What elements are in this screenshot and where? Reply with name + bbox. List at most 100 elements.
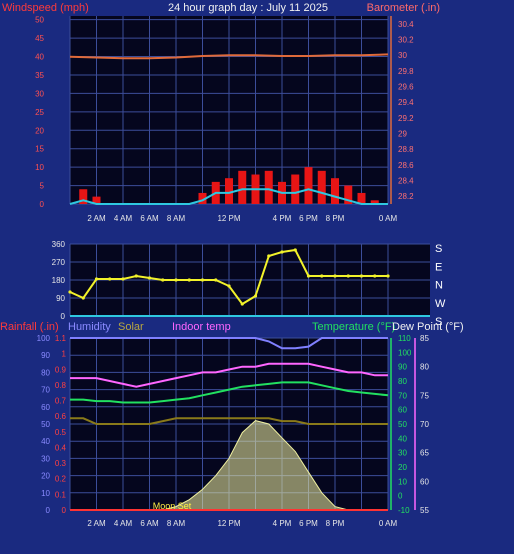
humidity-tick-label: 90 <box>41 351 50 360</box>
humidity-tick-label: 0 <box>46 506 51 515</box>
chart-title: 24 hour graph day : July 11 2025 <box>168 2 328 14</box>
temperature-tick-label: 110 <box>398 334 411 343</box>
temperature-right-ticks: -10 0 10 20 30 40 50 60 70 80 90 100 110 <box>390 334 412 515</box>
direction-point <box>346 274 350 278</box>
x-tick-label: 0 AM <box>379 519 398 528</box>
wind-series <box>69 53 389 205</box>
barometer-tick-label: 28.8 <box>398 145 414 154</box>
gust-bar <box>79 189 88 204</box>
x-tick-label: 6 AM <box>140 519 159 528</box>
temperature-line <box>70 381 389 404</box>
direction-point <box>320 274 324 278</box>
direction-point <box>68 290 72 294</box>
temperature-tick-label: -10 <box>398 506 410 515</box>
direction-left-ticks: 0 90 180 270 360 <box>52 240 66 321</box>
humidity-tick-label: 30 <box>41 454 50 463</box>
direction-point <box>81 296 85 300</box>
direction-tick-label: 360 <box>52 240 66 249</box>
rainfall-tick-label: 0.2 <box>55 475 67 484</box>
temp-series <box>70 337 389 511</box>
gust-bar <box>331 178 339 204</box>
x-tick-label: 4 PM <box>273 519 292 528</box>
direction-point <box>253 294 258 298</box>
barometer-tick-label: 29.2 <box>398 114 414 123</box>
dewpoint-tick-label: 85 <box>420 334 429 343</box>
windspeed-axis-label: Windspeed (mph) <box>2 2 89 14</box>
humidity-tick-label: 50 <box>41 420 50 429</box>
x-tick-label: 6 AM <box>140 214 159 223</box>
rainfall-tick-label: 0.3 <box>55 459 67 468</box>
dewpoint-tick-label: 70 <box>420 420 429 429</box>
gust-bar <box>370 200 379 204</box>
dewpoint-tick-label: 55 <box>420 506 429 515</box>
gust-bar <box>92 196 101 204</box>
temp-x-ticks: 2 AM 4 AM 6 AM 8 AM 12 PM 4 PM 6 PM 8 PM 0 AM <box>87 519 397 528</box>
dewpoint-right-ticks: 55 60 65 70 75 80 85 <box>414 334 429 515</box>
humidity-tick-label: 40 <box>41 437 50 446</box>
barometer-tick-label: 29.8 <box>398 67 414 76</box>
rainfall-tick-label: 0.8 <box>55 381 67 390</box>
rainfall-left-ticks: 0 0.1 0.2 0.3 0.4 0.5 0.6 0.7 0.8 0.9 1 1.1 <box>55 334 67 515</box>
barometer-tick-label: 28.6 <box>398 161 414 170</box>
gust-bar <box>291 174 300 204</box>
x-tick-label: 4 AM <box>114 519 133 528</box>
wind-tick-label: 35 <box>35 71 44 80</box>
dewpoint-tick-label: 80 <box>420 363 429 372</box>
rainfall-tick-label: 0 <box>62 506 67 515</box>
direction-point <box>227 284 231 288</box>
moon-set-label: Moon Set <box>153 501 192 511</box>
barometer-tick-label: 29.4 <box>398 98 414 107</box>
gust-bar <box>238 170 247 204</box>
rainfall-tick-label: 0.9 <box>55 365 67 374</box>
dewpoint-axis-label: Dew Point (°F) <box>392 321 464 333</box>
direction-point <box>174 278 178 282</box>
solar-axis-label: Solar <box>118 321 144 333</box>
indoor-temp-line <box>70 362 388 388</box>
temperature-tick-label: 0 <box>398 492 403 501</box>
wind-tick-label: 5 <box>40 182 45 191</box>
gust-bar <box>304 167 313 204</box>
humidity-axis-label: Humidity <box>68 321 111 333</box>
gust-bar <box>225 178 233 204</box>
gust-bar <box>344 185 353 204</box>
x-tick-label: 8 PM <box>326 214 345 223</box>
compass-label: N <box>435 280 443 292</box>
barometer-tick-label: 29.6 <box>398 83 414 92</box>
wind-tick-label: 30 <box>35 89 44 98</box>
temperature-tick-label: 10 <box>398 477 407 486</box>
wind-tick-label: 20 <box>35 126 44 135</box>
x-tick-label: 2 AM <box>87 214 106 223</box>
direction-point <box>280 250 284 254</box>
direction-point <box>214 278 218 282</box>
wind-tick-label: 40 <box>35 53 44 62</box>
wind-tick-label: 15 <box>35 145 44 154</box>
barometer-right-ticks: 28.2 28.4 28.6 28.8 29 29.2 29.4 29.6 29.8 30 30.2… <box>390 16 414 204</box>
temperature-tick-label: 70 <box>398 391 407 400</box>
direction-point <box>94 277 99 281</box>
barometer-tick-label: 30.4 <box>398 20 414 29</box>
dewpoint-tick-label: 60 <box>420 477 429 486</box>
wind-left-ticks: 0 5 10 15 20 25 30 35 40 45 50 <box>35 16 44 209</box>
dewpoint-tick-label: 75 <box>420 391 429 400</box>
wind-tick-label: 25 <box>35 108 44 117</box>
barometer-tick-label: 28.2 <box>398 192 414 201</box>
direction-point <box>333 274 337 278</box>
humidity-line <box>70 337 388 350</box>
x-tick-label: 4 PM <box>273 214 292 223</box>
barometer-line <box>69 53 389 60</box>
direction-tick-label: 0 <box>61 312 66 321</box>
wind-tick-label: 0 <box>40 200 45 209</box>
direction-point <box>200 278 205 282</box>
gust-bar <box>357 192 366 204</box>
rainfall-tick-label: 1.1 <box>55 334 67 343</box>
direction-point <box>267 254 271 258</box>
direction-tick-label: 180 <box>52 276 66 285</box>
temperature-axis-label: Temperature (°F) <box>312 321 395 333</box>
x-tick-label: 2 AM <box>87 519 106 528</box>
barometer-tick-label: 30 <box>398 51 407 60</box>
x-tick-label: 12 PM <box>217 519 240 528</box>
temperature-tick-label: 100 <box>398 348 412 357</box>
temperature-tick-label: 80 <box>398 377 407 386</box>
